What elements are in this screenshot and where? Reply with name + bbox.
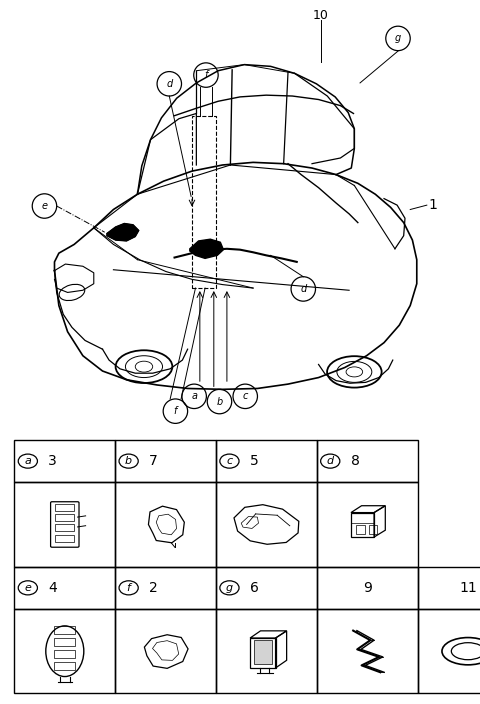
Text: 8: 8 (351, 454, 360, 468)
Bar (14, 440, 115, 482)
Bar (418, 609, 480, 693)
Bar (14, 482, 115, 567)
Bar (192, 115, 216, 288)
Text: d: d (300, 284, 306, 294)
Bar (216, 567, 317, 609)
Bar (54, 650, 75, 658)
Polygon shape (55, 264, 94, 292)
Bar (55, 535, 74, 542)
Text: 2: 2 (149, 581, 158, 595)
Polygon shape (107, 223, 139, 241)
Text: d: d (166, 79, 172, 89)
Text: b: b (125, 456, 132, 466)
Text: f: f (204, 70, 208, 80)
Bar (216, 609, 317, 693)
Text: 10: 10 (313, 8, 329, 22)
Bar (418, 567, 480, 609)
Bar (54, 638, 75, 646)
Bar (317, 482, 418, 567)
Bar (55, 504, 74, 510)
Text: 3: 3 (48, 454, 57, 468)
Bar (115, 440, 216, 482)
Text: a: a (191, 391, 197, 401)
Text: 11: 11 (459, 581, 477, 595)
Text: f: f (174, 406, 177, 416)
Text: c: c (227, 456, 232, 466)
Bar (254, 640, 272, 665)
Text: 5: 5 (250, 454, 259, 468)
Text: d: d (327, 456, 334, 466)
Text: f: f (127, 583, 131, 593)
Bar (55, 514, 74, 521)
Text: c: c (242, 391, 248, 401)
Text: 9: 9 (363, 581, 372, 595)
Bar (115, 609, 216, 693)
Text: b: b (216, 396, 223, 407)
Bar (216, 482, 317, 567)
Bar (55, 524, 74, 532)
Bar (216, 440, 317, 482)
Text: 4: 4 (48, 581, 57, 595)
Bar (14, 609, 115, 693)
Text: e: e (24, 583, 31, 593)
Bar (54, 662, 75, 670)
Text: 6: 6 (250, 581, 259, 595)
Polygon shape (190, 239, 223, 258)
Bar (369, 525, 377, 534)
Bar (317, 609, 418, 693)
Bar (115, 482, 216, 567)
Bar (317, 567, 418, 609)
Text: e: e (41, 201, 48, 211)
Bar (54, 626, 75, 634)
Text: a: a (24, 456, 31, 466)
Bar (317, 440, 418, 482)
Text: g: g (226, 583, 233, 593)
Text: 7: 7 (149, 454, 158, 468)
Bar (356, 525, 365, 534)
Bar (14, 567, 115, 609)
Text: 1: 1 (429, 198, 437, 212)
Text: g: g (395, 33, 401, 44)
Bar (115, 567, 216, 609)
